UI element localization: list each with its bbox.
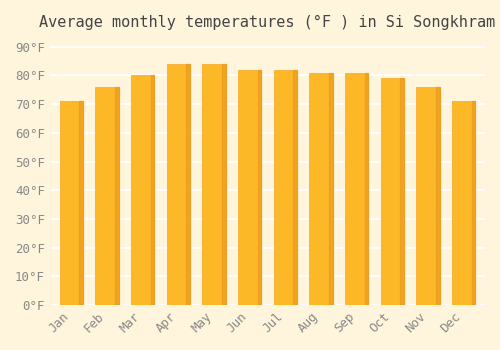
Bar <box>416 87 440 305</box>
Bar <box>115 87 118 305</box>
Bar <box>380 78 404 305</box>
Bar <box>258 70 261 305</box>
Bar <box>274 70 297 305</box>
Bar <box>329 72 332 305</box>
Bar <box>310 72 332 305</box>
Title: Average monthly temperatures (°F ) in Si Songkhram: Average monthly temperatures (°F ) in Si… <box>40 15 496 30</box>
Bar <box>238 70 261 305</box>
Bar <box>472 101 475 305</box>
Bar <box>186 64 190 305</box>
Bar <box>436 87 440 305</box>
Bar <box>202 64 226 305</box>
Bar <box>131 76 154 305</box>
Bar <box>364 72 368 305</box>
Bar <box>452 101 475 305</box>
Bar <box>345 72 368 305</box>
Bar <box>150 76 154 305</box>
Bar <box>60 101 83 305</box>
Bar <box>222 64 226 305</box>
Bar <box>400 78 404 305</box>
Bar <box>96 87 118 305</box>
Bar <box>294 70 297 305</box>
Bar <box>80 101 83 305</box>
Bar <box>166 64 190 305</box>
